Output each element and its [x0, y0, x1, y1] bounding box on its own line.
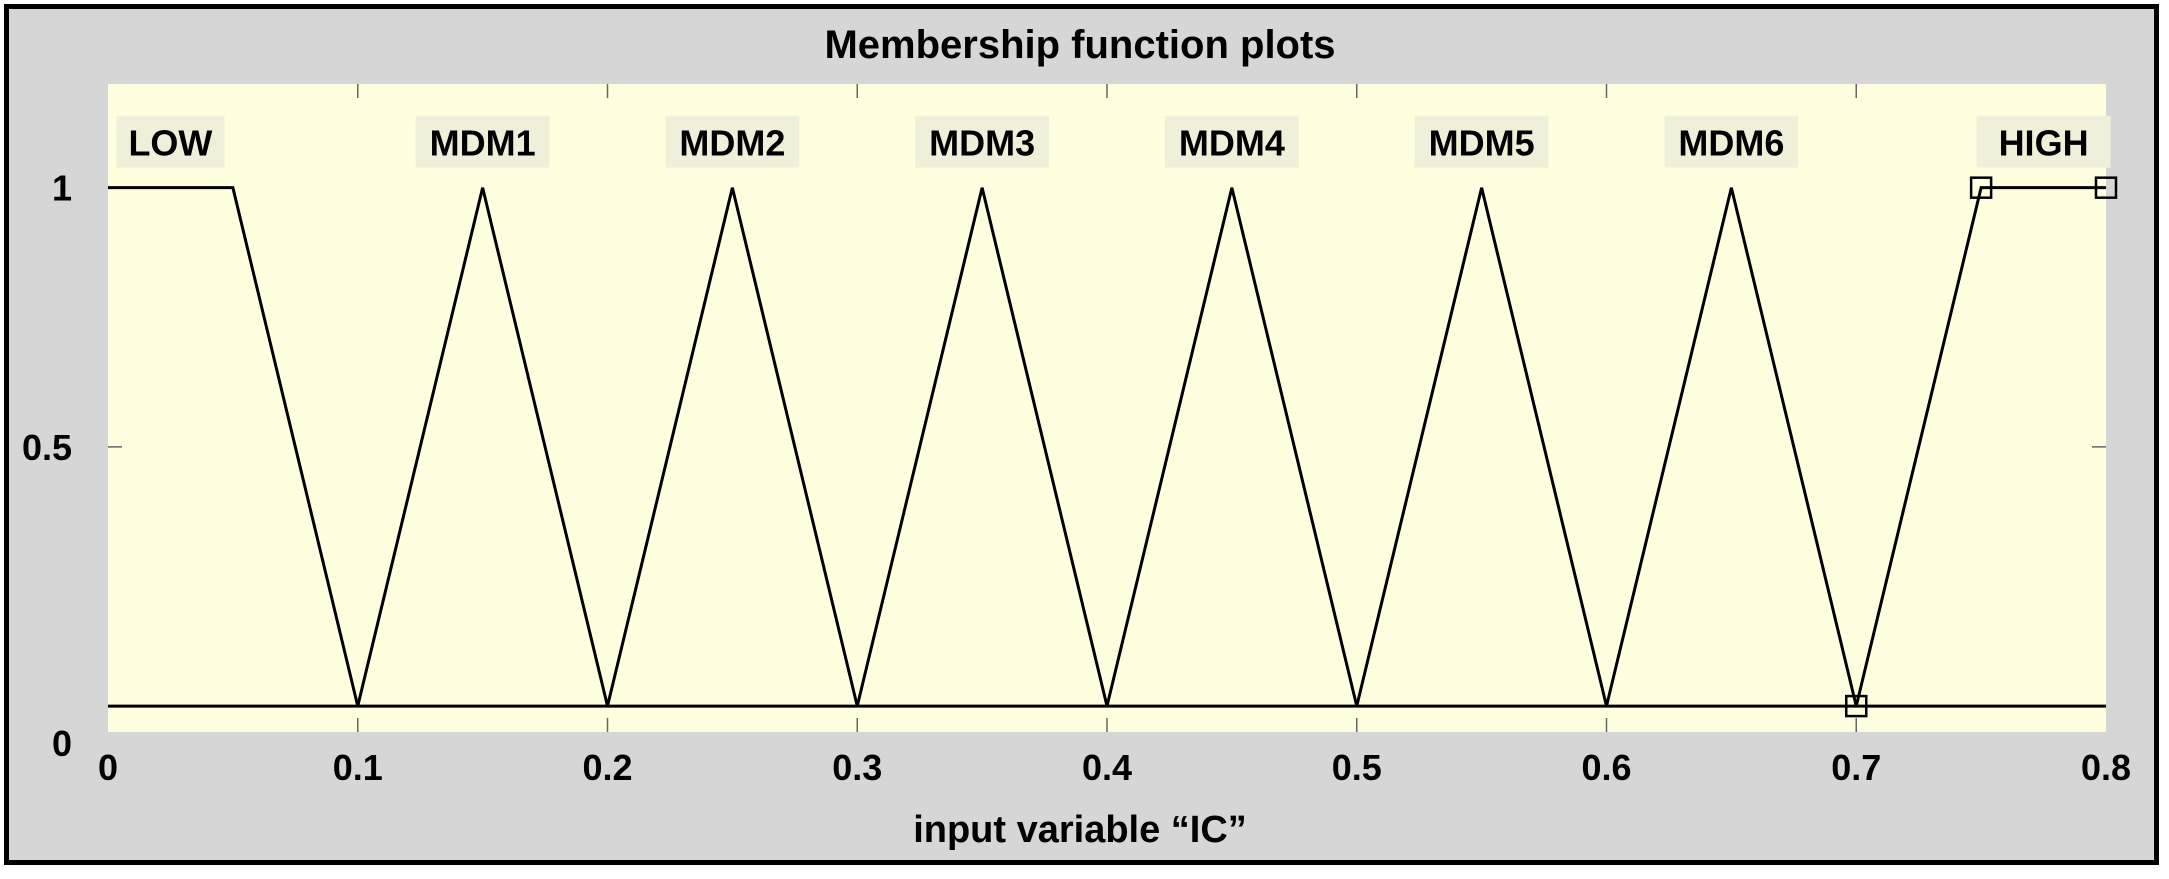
series-line-mdm2	[606, 187, 859, 707]
series-line-mdm4	[1105, 187, 1359, 707]
mf-label-bg	[1164, 115, 1299, 168]
x-tick-label: 0.5	[1332, 747, 1382, 788]
mf-label-bg	[1414, 115, 1549, 168]
mf-label-text: HIGH	[1999, 123, 2089, 164]
mf-label-mdm2: MDM2	[665, 115, 800, 168]
vertex-handle[interactable]	[2094, 176, 2118, 199]
mf-label-text: MDM5	[1429, 123, 1535, 164]
mf-label-bg	[116, 115, 225, 168]
mf-label-bg	[1976, 115, 2111, 168]
series-line-mdm3	[855, 187, 1109, 707]
selection-handles	[1845, 176, 2118, 718]
x-tick-label: 0.2	[582, 747, 632, 788]
mf-label-bg	[415, 115, 550, 168]
y-tick-label: 0.5	[22, 427, 72, 468]
mf-labels-layer: LOW MDM1 MDM2 MDM3 MDM4 MDM5 MDM6 HIGH	[116, 115, 2111, 168]
mf-label-text: LOW	[128, 123, 212, 164]
mf-label-mdm1: MDM1	[415, 115, 550, 168]
mf-label-bg	[1664, 115, 1799, 168]
x-tick-label: 0.1	[333, 747, 383, 788]
x-tick-label: 0.7	[1831, 747, 1881, 788]
series-line-high	[1854, 186, 2106, 707]
vertex-handle[interactable]	[1969, 176, 1993, 199]
y-tick-label: 0	[52, 723, 72, 764]
series-layer	[108, 186, 2106, 707]
x-axis-label: input variable “IC”	[913, 809, 1247, 851]
mf-label-mdm5: MDM5	[1414, 115, 1549, 168]
x-tick-label: 0.3	[832, 747, 882, 788]
series-line-low	[108, 186, 360, 707]
mf-label-mdm6: MDM6	[1664, 115, 1799, 168]
mf-label-text: MDM1	[430, 123, 536, 164]
chart-title: Membership function plots	[824, 23, 1335, 67]
x-tick-label: 0	[98, 747, 118, 788]
mf-label-text: MDM6	[1678, 123, 1784, 164]
x-tick-labels: 0 0.1 0.2 0.3 0.4 0.5 0.6 0.7 0.8	[98, 747, 2131, 788]
mf-label-text: MDM2	[679, 123, 785, 164]
plot-area	[108, 84, 2106, 732]
x-tick-label: 0.6	[1581, 747, 1631, 788]
mf-label-bg	[665, 115, 800, 168]
mf-label-text: MDM3	[929, 123, 1035, 164]
vertex-handle[interactable]	[1845, 694, 1868, 718]
mf-label-mdm3: MDM3	[915, 115, 1050, 168]
series-line-mdm6	[1605, 187, 1858, 707]
mf-label-high: HIGH	[1976, 115, 2111, 168]
mf-label-bg	[915, 115, 1050, 168]
mf-label-text: MDM4	[1179, 123, 1285, 164]
mf-label-mdm4: MDM4	[1164, 115, 1299, 168]
mf-label-low: LOW	[116, 115, 225, 168]
x-tick-label: 0.4	[1082, 747, 1132, 788]
x-tick-label: 0.8	[2081, 747, 2131, 788]
y-tick-labels: 00.51	[22, 168, 72, 764]
series-line-mdm1	[356, 187, 609, 707]
y-tick-label: 1	[52, 168, 72, 209]
series-line-mdm5	[1355, 187, 1608, 707]
